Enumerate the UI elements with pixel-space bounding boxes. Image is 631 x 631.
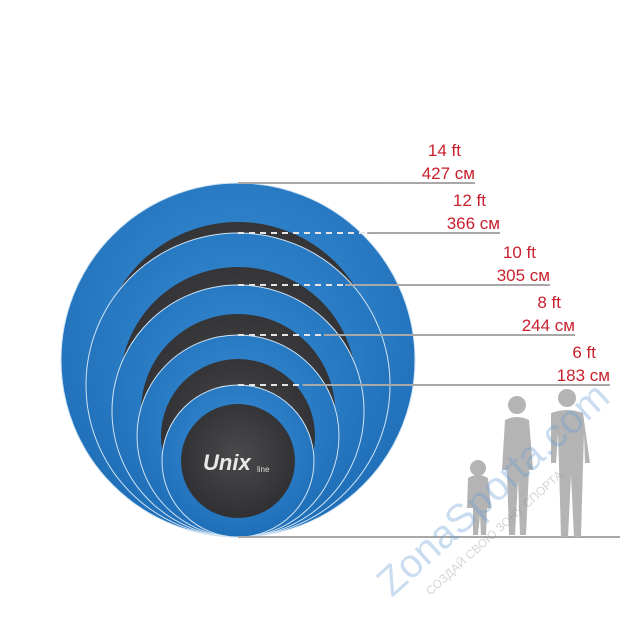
size-ft-label: 6 ft: [572, 343, 596, 362]
size-cm-label: 305 см: [497, 266, 550, 285]
trampoline-6-ft: [161, 384, 315, 538]
size-ft-label: 10 ft: [503, 243, 536, 262]
size-ft-label: 14 ft: [428, 141, 461, 160]
people-silhouettes-icon: [467, 389, 590, 537]
size-cm-label: 427 см: [422, 164, 475, 183]
jumping-mat: [181, 404, 295, 518]
size-cm-label: 183 см: [557, 366, 610, 385]
logo-text: Unix: [203, 450, 251, 475]
size-ft-label: 12 ft: [453, 191, 486, 210]
unix-logo: Unix line: [203, 450, 270, 475]
size-cm-label: 244 см: [522, 316, 575, 335]
logo-suffix: line: [257, 465, 270, 474]
size-ft-label: 8 ft: [537, 293, 561, 312]
size-cm-label: 366 см: [447, 214, 500, 233]
